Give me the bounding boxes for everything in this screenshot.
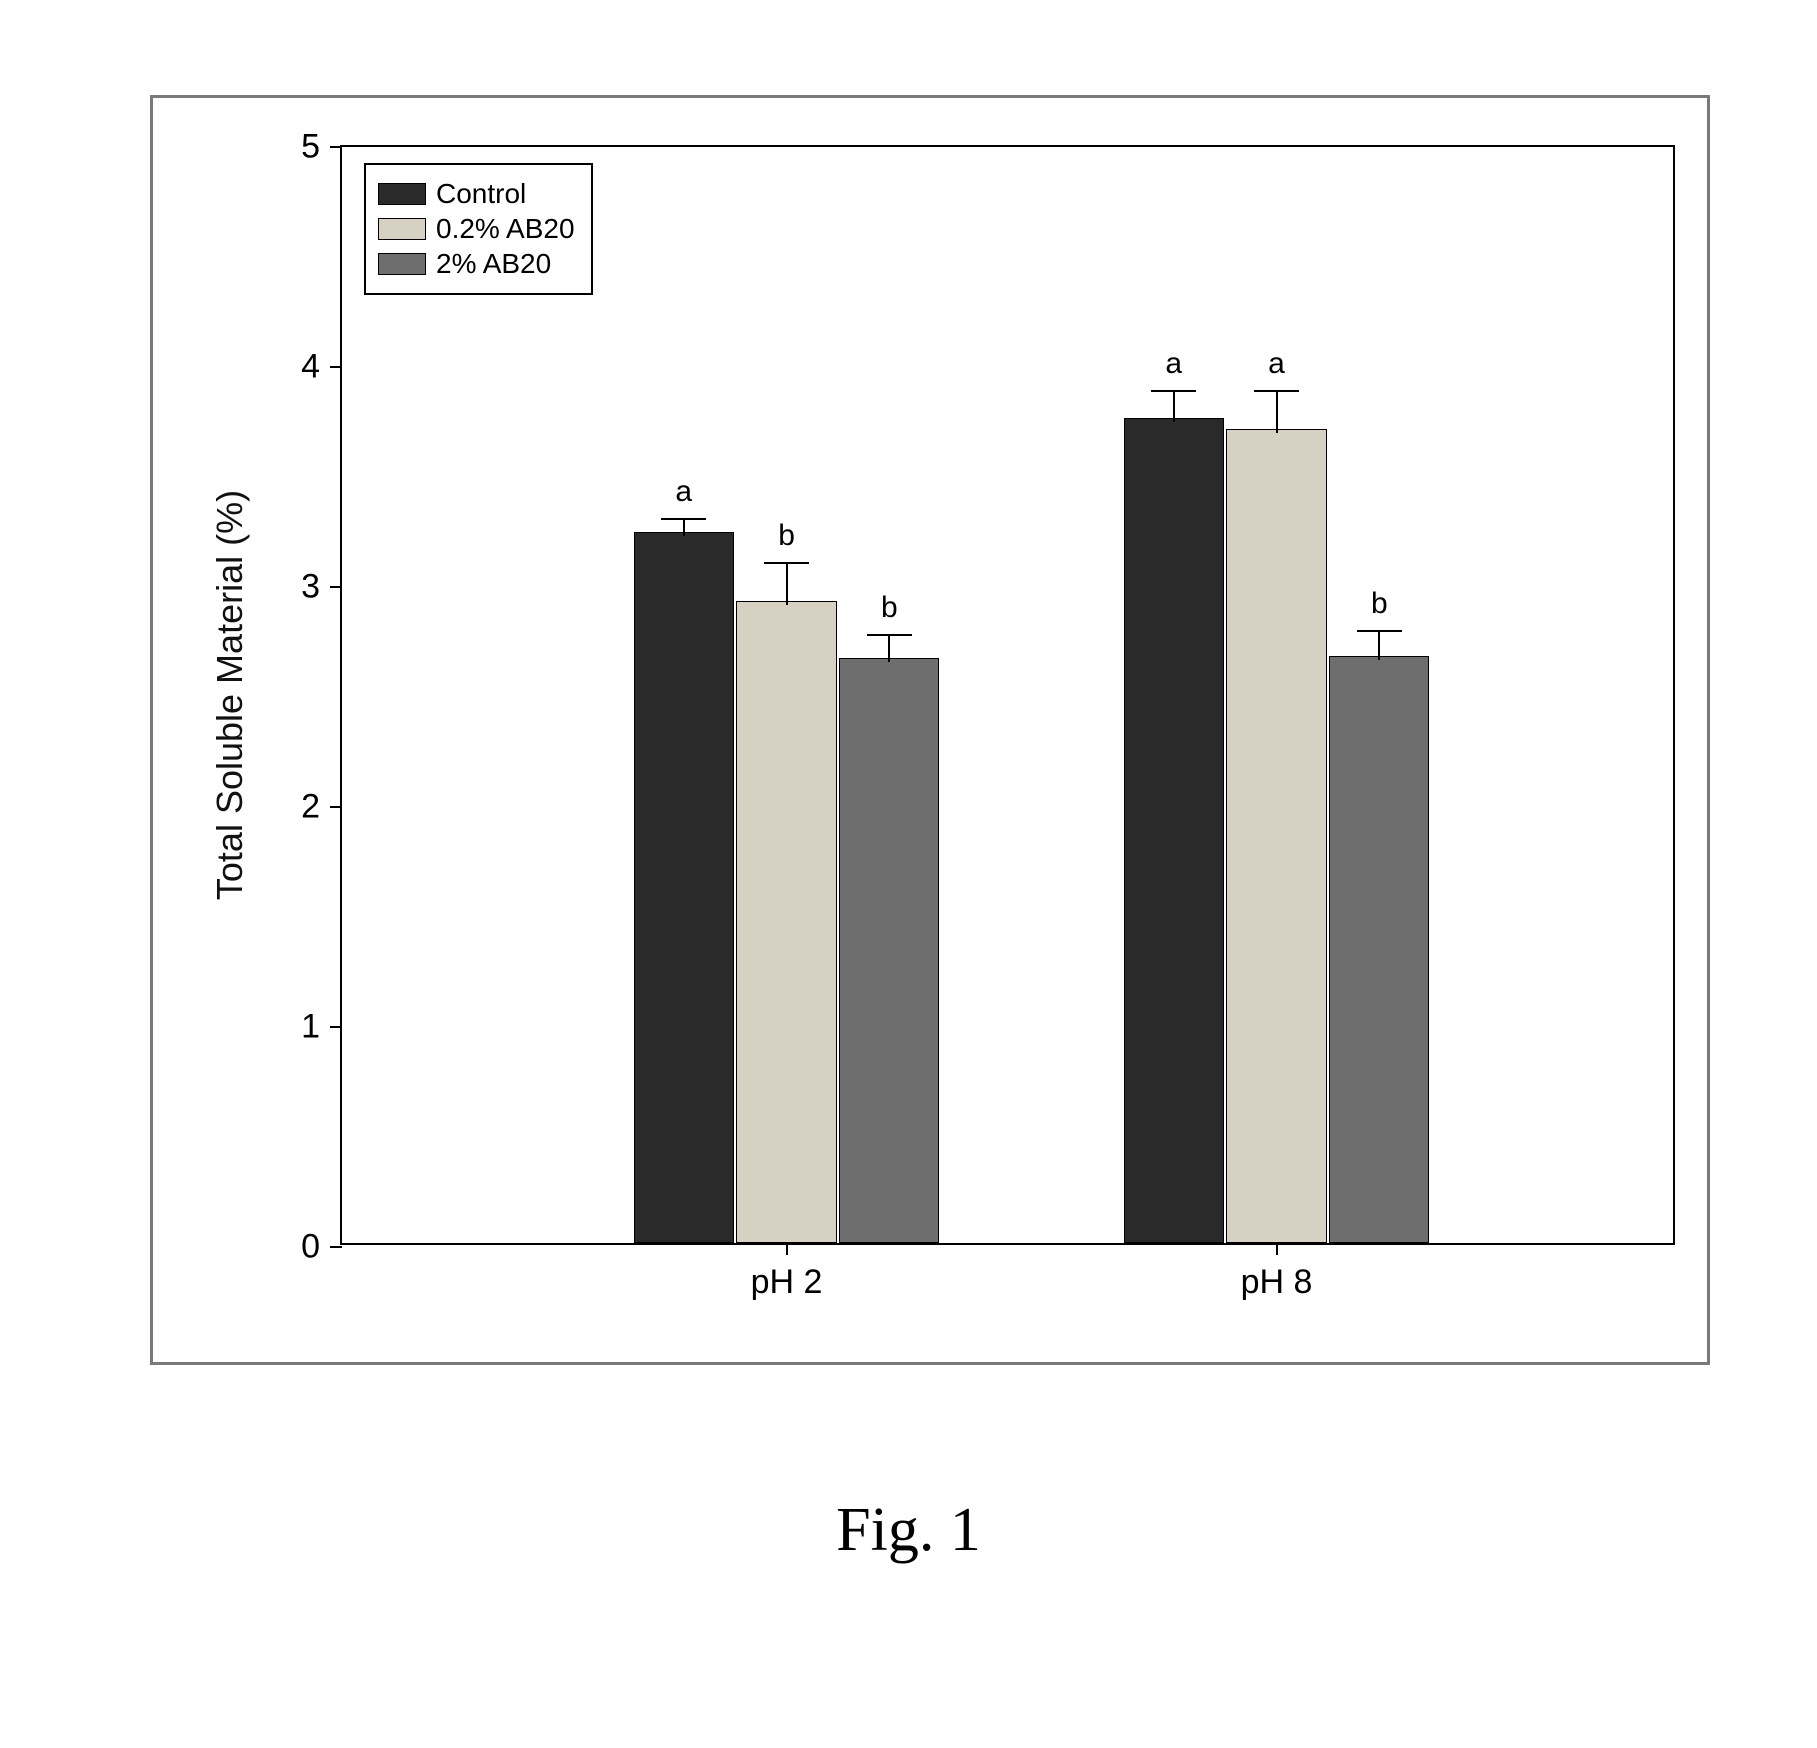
legend-item: 0.2% AB20 bbox=[378, 213, 575, 245]
y-tick-label: 1 bbox=[301, 1008, 320, 1047]
x-tick bbox=[786, 1243, 788, 1255]
x-tick bbox=[1276, 1243, 1278, 1255]
bar-significance-label: a bbox=[675, 475, 692, 509]
y-tick-label: 2 bbox=[301, 788, 320, 827]
legend: Control0.2% AB202% AB20 bbox=[364, 163, 593, 295]
y-tick-label: 0 bbox=[301, 1228, 320, 1267]
y-tick-label: 4 bbox=[301, 348, 320, 387]
bar bbox=[1329, 656, 1429, 1243]
y-axis-label: Total Soluble Material (%) bbox=[209, 490, 251, 900]
y-tick bbox=[330, 1246, 342, 1248]
error-cap bbox=[1151, 390, 1196, 392]
bar-significance-label: b bbox=[778, 519, 795, 553]
bar-significance-label: b bbox=[1371, 587, 1388, 621]
legend-item: 2% AB20 bbox=[378, 248, 575, 280]
legend-swatch bbox=[378, 218, 426, 240]
legend-label: 0.2% AB20 bbox=[436, 213, 575, 245]
page: Control0.2% AB202% AB20 0 1 2 3 4 5 pH 2 a b b pH … bbox=[0, 0, 1817, 1748]
error-bar bbox=[1173, 391, 1175, 422]
error-bar bbox=[786, 563, 788, 605]
error-bar bbox=[888, 635, 890, 661]
error-cap bbox=[661, 518, 706, 520]
legend-label: Control bbox=[436, 178, 526, 210]
error-bar bbox=[1378, 631, 1380, 660]
y-tick bbox=[330, 806, 342, 808]
error-cap bbox=[1357, 630, 1402, 632]
error-bar bbox=[683, 519, 685, 537]
y-tick-label: 3 bbox=[301, 568, 320, 607]
bar bbox=[1124, 418, 1224, 1243]
y-tick bbox=[330, 586, 342, 588]
bar-significance-label: a bbox=[1165, 347, 1182, 381]
y-tick-label: 5 bbox=[301, 128, 320, 167]
bar bbox=[839, 658, 939, 1243]
y-tick bbox=[330, 1026, 342, 1028]
bar bbox=[736, 601, 836, 1243]
error-cap bbox=[764, 562, 809, 564]
x-tick-label: pH 8 bbox=[1241, 1263, 1313, 1302]
figure-caption: Fig. 1 bbox=[836, 1495, 981, 1566]
legend-item: Control bbox=[378, 178, 575, 210]
error-bar bbox=[1276, 391, 1278, 433]
legend-swatch bbox=[378, 183, 426, 205]
error-cap bbox=[867, 634, 912, 636]
error-cap bbox=[1254, 390, 1299, 392]
y-tick bbox=[330, 146, 342, 148]
plot-area: Control0.2% AB202% AB20 012345pH 2abbpH … bbox=[340, 145, 1675, 1245]
legend-swatch bbox=[378, 253, 426, 275]
bar-significance-label: b bbox=[881, 591, 898, 625]
legend-label: 2% AB20 bbox=[436, 248, 551, 280]
bar-significance-label: a bbox=[1268, 347, 1285, 381]
bar bbox=[634, 532, 734, 1243]
x-tick-label: pH 2 bbox=[751, 1263, 823, 1302]
y-tick bbox=[330, 366, 342, 368]
bar bbox=[1226, 429, 1326, 1243]
